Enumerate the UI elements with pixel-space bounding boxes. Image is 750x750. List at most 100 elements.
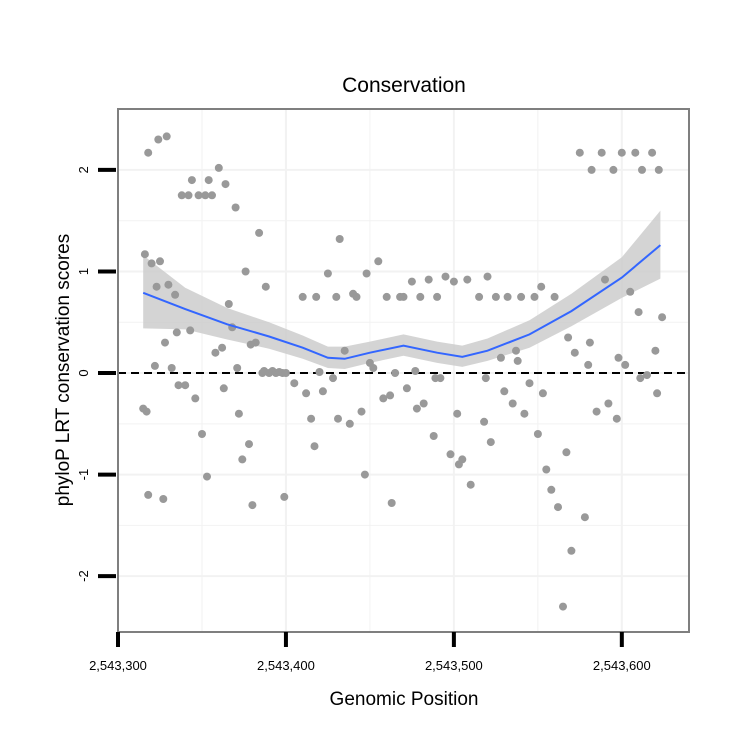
data-point (191, 394, 200, 403)
data-point (525, 379, 534, 388)
data-point (340, 346, 349, 355)
data-point (374, 257, 383, 266)
data-point (208, 191, 216, 200)
data-point (441, 272, 450, 281)
data-point (171, 290, 180, 299)
data-point (174, 381, 183, 390)
y-axis: -2 -1 0 1 2 (76, 166, 116, 582)
data-point (634, 308, 643, 317)
plot-panel (118, 109, 689, 632)
data-point (533, 430, 542, 438)
data-point (609, 165, 618, 174)
data-point (550, 292, 559, 301)
data-point (636, 374, 645, 383)
data-point (255, 228, 264, 237)
data-point (281, 369, 290, 377)
data-point (298, 292, 307, 301)
data-point (203, 472, 211, 481)
data-point (559, 602, 567, 611)
confidence-band (143, 210, 661, 369)
data-point (429, 432, 438, 440)
data-point (554, 503, 562, 512)
plot-panel-border (117, 108, 690, 633)
data-point (312, 292, 321, 301)
data-point (231, 203, 240, 212)
data-point (513, 356, 522, 365)
data-point (584, 360, 593, 369)
data-point (184, 191, 193, 200)
data-point (463, 275, 472, 284)
data-point (387, 499, 396, 507)
data-point (580, 513, 589, 522)
data-point (475, 292, 484, 301)
data-point (617, 148, 626, 157)
data-point (648, 148, 657, 157)
data-point (402, 384, 411, 393)
data-point (508, 399, 517, 408)
data-point (411, 367, 420, 375)
data-point (480, 417, 489, 426)
data-point (362, 269, 371, 278)
data-point (379, 394, 388, 403)
data-point (592, 407, 601, 416)
data-point (651, 346, 660, 355)
data-point (150, 361, 159, 370)
data-point (481, 374, 490, 383)
data-point (399, 292, 408, 301)
data-point (159, 495, 168, 503)
data-point (597, 148, 606, 157)
data-point (449, 277, 458, 286)
y-tick-label: -2 (76, 570, 91, 582)
x-axis: 2,543,300 2,543,400 2,543,500 2,543,600 (89, 632, 651, 673)
data-point (261, 282, 270, 291)
data-point (453, 409, 462, 418)
data-point (233, 364, 242, 372)
data-point (601, 275, 609, 284)
data-point (221, 180, 230, 189)
data-point (238, 455, 247, 464)
data-point (241, 267, 250, 276)
data-point (547, 485, 556, 494)
data-point (446, 450, 455, 459)
data-point (360, 470, 369, 479)
data-point (162, 132, 171, 141)
data-point (496, 353, 505, 362)
data-point (517, 292, 526, 301)
data-point (224, 300, 233, 308)
data-point (172, 328, 181, 337)
data-point (407, 277, 416, 286)
x-axis-label: Genomic Position (330, 689, 479, 710)
data-point (483, 272, 492, 281)
data-point (512, 346, 520, 355)
data-point (604, 399, 613, 408)
data-point (194, 191, 203, 200)
data-point (323, 269, 332, 278)
data-point (144, 148, 153, 157)
data-point (570, 348, 579, 357)
data-point (161, 338, 169, 347)
data-point (466, 480, 475, 489)
data-point (248, 501, 257, 510)
data-point (147, 259, 156, 268)
data-point (431, 374, 440, 383)
data-point (201, 191, 210, 200)
data-point (329, 374, 337, 383)
data-point (186, 326, 195, 335)
data-point (345, 419, 354, 428)
data-point (538, 389, 547, 398)
data-point (218, 343, 227, 352)
data-point (315, 368, 324, 376)
data-point (612, 414, 621, 423)
data-point (621, 360, 630, 369)
x-tick-label: 2,543,300 (89, 658, 147, 673)
data-point (310, 442, 319, 451)
data-point (139, 404, 148, 413)
data-point (626, 287, 635, 296)
data-point (631, 148, 640, 157)
data-point (575, 148, 584, 157)
data-point (318, 387, 327, 396)
data-point (500, 387, 509, 396)
y-tick-label: 0 (76, 369, 91, 376)
data-point (638, 165, 646, 174)
data-point (302, 389, 311, 398)
